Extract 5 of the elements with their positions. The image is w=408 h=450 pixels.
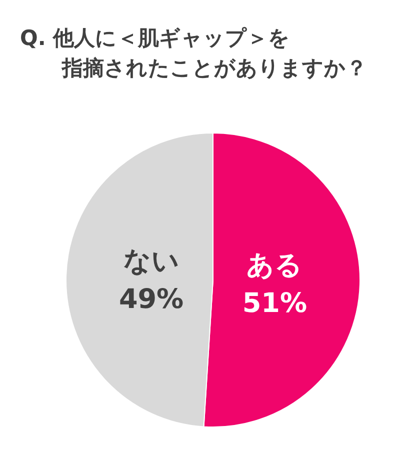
chart-title: Q. 他人に＜肌ギャップ＞を指摘されたことがありますか？: [20, 26, 367, 80]
slice-label: ある: [246, 250, 303, 281]
slice-label: ない: [123, 246, 180, 278]
data-label: 51%: [242, 288, 308, 319]
data-label: 49%: [118, 284, 184, 316]
